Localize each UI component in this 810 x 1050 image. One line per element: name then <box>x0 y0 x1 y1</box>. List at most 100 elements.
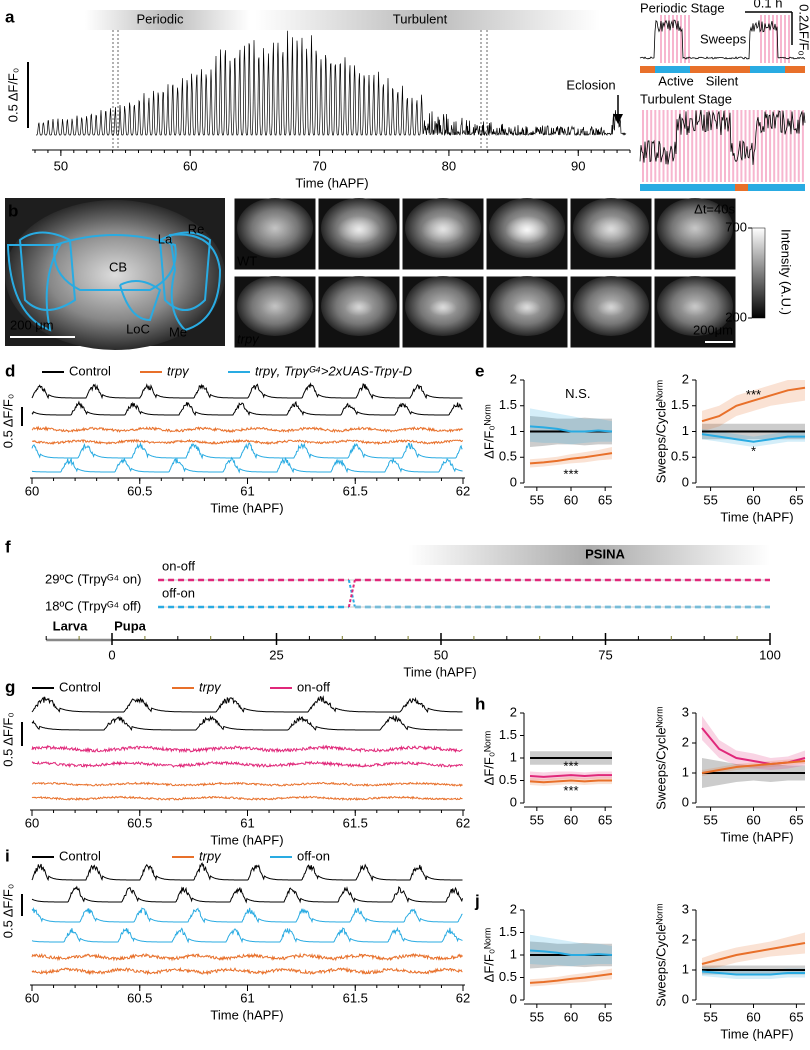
region-label: Re <box>188 221 205 236</box>
y-tick-label: 2 <box>510 704 517 719</box>
legend-label: trpγ <box>199 679 222 694</box>
sweep <box>772 15 774 63</box>
x-tick-label: 61 <box>240 990 254 1005</box>
x-tick-label: 65 <box>789 1009 803 1024</box>
image <box>253 216 297 244</box>
trace <box>31 456 463 474</box>
scale-label: 0.5 ΔF/F₀ <box>0 394 15 449</box>
x-tick-label: 61.5 <box>343 483 368 498</box>
legend-label: trpγ <box>199 848 222 863</box>
annotation: *** <box>563 758 578 773</box>
error-band <box>530 408 612 445</box>
trace <box>31 907 463 924</box>
sweep <box>678 110 681 182</box>
legend-label: Control <box>59 679 101 694</box>
annotation: * <box>751 444 756 459</box>
sweep <box>674 110 677 182</box>
sweep <box>785 110 788 182</box>
sweep <box>642 110 644 182</box>
x-tick-label: 70 <box>312 158 326 173</box>
sweep <box>789 110 792 182</box>
trace <box>31 926 463 944</box>
sweep <box>668 15 670 63</box>
inset-title: Periodic Stage <box>640 0 725 15</box>
state-bar <box>690 66 750 73</box>
region-label: La <box>158 231 173 246</box>
sweep <box>744 110 747 182</box>
row-label: WT <box>237 253 257 268</box>
sweep <box>691 110 694 182</box>
annotation: Silent <box>706 73 739 88</box>
state-bar <box>640 66 655 73</box>
annotation: Eclosion <box>566 77 615 92</box>
trace <box>36 30 627 137</box>
x-tick-label: 60 <box>746 812 760 827</box>
sweep <box>768 15 770 63</box>
sweep <box>670 110 673 182</box>
x-tick-label: 60 <box>564 812 578 827</box>
x-tick-label: 60.5 <box>127 483 152 498</box>
x-tick-label: 55 <box>530 812 544 827</box>
sweep <box>732 110 735 182</box>
panel-label: b <box>8 201 18 220</box>
scale-label: 0.1 h <box>754 0 783 10</box>
sweep <box>658 110 661 182</box>
sweep <box>801 110 804 182</box>
image <box>597 300 625 316</box>
x-tick-label: 61 <box>240 483 254 498</box>
y-tick-label: 0.5 <box>499 449 517 464</box>
image <box>505 216 549 244</box>
x-tick-label: 100 <box>759 647 781 662</box>
state-bar <box>750 66 785 73</box>
legend-label: Control <box>59 848 101 863</box>
x-axis-label: Time (hAPF) <box>720 509 793 524</box>
y-tick-label: 3 <box>682 901 689 916</box>
legend-label: Control <box>69 363 111 378</box>
trace <box>31 441 463 460</box>
x-tick-label: 90 <box>571 158 585 173</box>
annotation: *** <box>563 467 578 482</box>
trace <box>31 695 463 714</box>
series-line <box>529 425 613 433</box>
row-label: on-off <box>162 558 195 573</box>
y-tick-label: 1.5 <box>499 924 517 939</box>
sweep <box>711 110 714 182</box>
trace <box>31 760 463 769</box>
y-axis-label: ΔF/F₀ᴺᵒʳᵐ <box>481 928 496 983</box>
y-tick-label: 0.5 <box>499 772 517 787</box>
period-bar <box>408 545 770 565</box>
trace <box>31 885 463 904</box>
x-tick-label: 60 <box>25 815 39 830</box>
sweep <box>793 110 796 182</box>
annotation: N.S. <box>565 386 590 401</box>
y-tick-label: 0 <box>682 794 689 809</box>
region-label: LoC <box>126 321 150 336</box>
state-bar <box>640 184 805 191</box>
y-axis-label: ΔF/F₀ᴺᵒʳᵐ <box>481 731 496 786</box>
y-tick-label: 0 <box>510 991 517 1006</box>
scale-label: 0.5 ΔF/F₀ <box>0 712 15 767</box>
x-tick-label: 60 <box>183 158 197 173</box>
arrow-head <box>613 114 623 124</box>
sweep <box>780 15 782 63</box>
y-tick-label: 0.5 <box>671 449 689 464</box>
sweep <box>687 110 690 182</box>
y-tick-label: 0 <box>682 991 689 1006</box>
y-tick-label: 1 <box>682 423 689 438</box>
sweep <box>688 15 690 63</box>
x-tick-label: 60 <box>746 492 760 507</box>
series-line <box>529 452 613 465</box>
image <box>681 300 709 316</box>
x-axis-label: Time (hAPF) <box>210 1007 283 1022</box>
stage-bar <box>255 10 600 30</box>
protocol-segment <box>347 579 356 608</box>
sweep <box>707 110 710 182</box>
x-tick-label: 61.5 <box>343 990 368 1005</box>
trace <box>31 400 463 417</box>
y-tick-label: 1 <box>510 423 517 438</box>
x-tick-label: 25 <box>269 647 283 662</box>
trace <box>31 795 463 802</box>
state-bar <box>785 66 805 73</box>
x-axis-label: Time (hAPF) <box>295 175 368 190</box>
